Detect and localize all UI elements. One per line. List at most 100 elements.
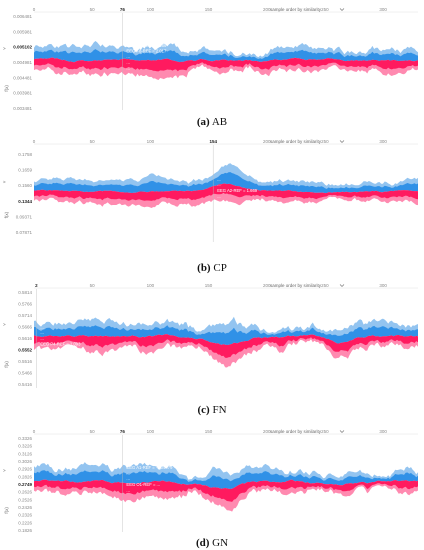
chart-panel-gn: 0 50 76 100 150 200 250 300 sample order by simi… [0,428,424,534]
x-tick-label: 300 [379,139,387,144]
figure-caption-ab: (a) AB [0,116,424,128]
caption-letter: (d) [195,537,210,549]
x-tick-label: 154 [209,139,217,144]
y-tick-label: 0.5814 [18,290,32,295]
feature-annotation: ... [126,487,130,492]
feature-annotation: ... [126,476,130,481]
sample-order-dropdown[interactable]: sample order by similarity [270,7,322,12]
y-tick-label: 0.5616 [18,336,32,341]
x-tick-label: 150 [205,283,213,288]
y-tick-label: 0.003981 [13,91,32,96]
feature-annotation: EEG A1-REF = -0.04979 [126,465,173,470]
y-tick-label: 0.3026 [18,459,32,464]
x-tick-label: 300 [379,283,387,288]
x-tick-label: 0 [33,139,36,144]
feature-annotation: EEG P4-REF = 1.093 [40,341,81,346]
x-tick-label: 250 [321,429,329,434]
sample-order-dropdown[interactable]: sample order by similarity [270,139,322,144]
y-tick-label: 0.3126 [18,451,32,456]
feature-annotation: ... [40,319,44,324]
y-tick-label: 0.006481 [13,14,32,19]
negative-force-area-light [34,316,418,345]
y-tick-label: 0.5666 [18,325,32,330]
y-axis-label: f(x) [4,85,9,92]
chevron-down-icon[interactable] [339,430,345,433]
feature-annotation: ... [217,182,221,187]
chart-panel-fn: 2 50 100 150 200 250 300 sample order by simila… [0,282,424,390]
x-tick-label: 50 [90,139,96,144]
positive-force-area [34,479,418,502]
chevron-down-icon[interactable] [339,284,345,287]
y-tick-label: 0.2626 [18,490,32,495]
x-tick-label: 200 [263,139,271,144]
feature-annotation: ... [217,177,221,182]
side-toggle[interactable]: > [3,468,6,473]
y-tick-label: 0.2826 [18,474,32,479]
negative-force-area [34,470,418,489]
x-tick-label: 50 [90,429,96,434]
chart-panel-cp: 0 50 100 154 200 250 300 sample order by simila… [0,138,424,244]
feature-annotation: EEG A1-REF = 5.286 [126,43,167,48]
chevron-down-icon[interactable] [339,140,345,143]
feature-annotation: ... [40,336,44,341]
figure-caption-gn: (d) GN [0,537,424,549]
caption-name: FN [209,404,227,416]
y-tick-label: 0.2426 [18,505,32,510]
caption-name: AB [209,116,228,128]
y-axis-label: f(x) [4,507,9,514]
x-tick-label: 250 [321,283,329,288]
x-tick-label: 100 [147,429,155,434]
y-tick-label: 0.1826 [18,528,32,533]
feature-annotation: ... [126,471,130,476]
x-tick-label: 76 [120,429,126,434]
x-tick-label: 300 [379,429,387,434]
feature-annotation: ... [126,65,130,70]
positive-force-area [34,57,418,72]
x-tick-label: 76 [120,7,126,12]
chevron-down-icon[interactable] [339,8,345,11]
y-tick-label: 0.005102 [13,45,32,50]
feature-annotation: ... [126,54,130,59]
x-tick-label: 150 [205,429,213,434]
side-toggle[interactable]: > [3,46,6,51]
y-axis-label: f(x) [4,211,9,218]
feature-annotation: EEG A2-REF = 1.669 [217,188,258,193]
y-tick-label: 0.5766 [18,302,32,307]
feature-annotation: EEG F8-REF = 2.017 [126,49,167,54]
side-toggle[interactable]: > [3,322,6,327]
y-tick-label: 0.004981 [13,60,32,65]
y-tick-label: 0.3326 [18,436,32,441]
y-tick-label: 0.5516 [18,359,32,364]
y-tick-label: 0.2226 [18,520,32,525]
chart-cp: 0 50 100 154 200 250 300 sample order by simila… [3,139,418,242]
x-tick-label: 50 [90,7,96,12]
sample-order-dropdown[interactable]: sample order by similarity [270,429,322,434]
y-tick-label: 0.1758 [18,152,32,157]
y-tick-label: 0.2926 [18,467,32,472]
side-toggle[interactable]: > [3,179,6,184]
y-tick-label: 0.3226 [18,444,32,449]
y-tick-label: 0.5714 [18,313,32,318]
x-tick-label: 2 [35,283,38,288]
figure-caption-fn: (c) FN [0,404,424,416]
x-tick-label: 0 [33,7,36,12]
feature-annotation: EEG O1-REF = ... [126,482,160,487]
x-tick-label: 250 [321,139,329,144]
y-tick-label: 0.003481 [13,106,32,111]
caption-letter: (b) [197,262,211,274]
y-axis-label: f(x) [4,361,9,368]
x-tick-label: 0 [33,429,36,434]
y-tick-label: 0.1560 [18,183,32,188]
caption-letter: (c) [197,404,210,416]
negative-force-area [34,172,418,194]
x-tick-label: 150 [205,7,213,12]
chart-panel-ab: 0 50 76 100 150 200 250 300 sample order by simi… [0,6,424,112]
y-tick-label: 0.1659 [18,168,32,173]
x-tick-label: 100 [147,283,155,288]
feature-annotation: ... [40,325,44,330]
chart-ab: 0 50 76 100 150 200 250 300 sample order by simi… [3,7,418,111]
y-tick-label: 0.5552 [18,348,32,353]
caption-letter: (a) [196,116,210,128]
sample-order-dropdown[interactable]: sample order by similarity [270,283,322,288]
